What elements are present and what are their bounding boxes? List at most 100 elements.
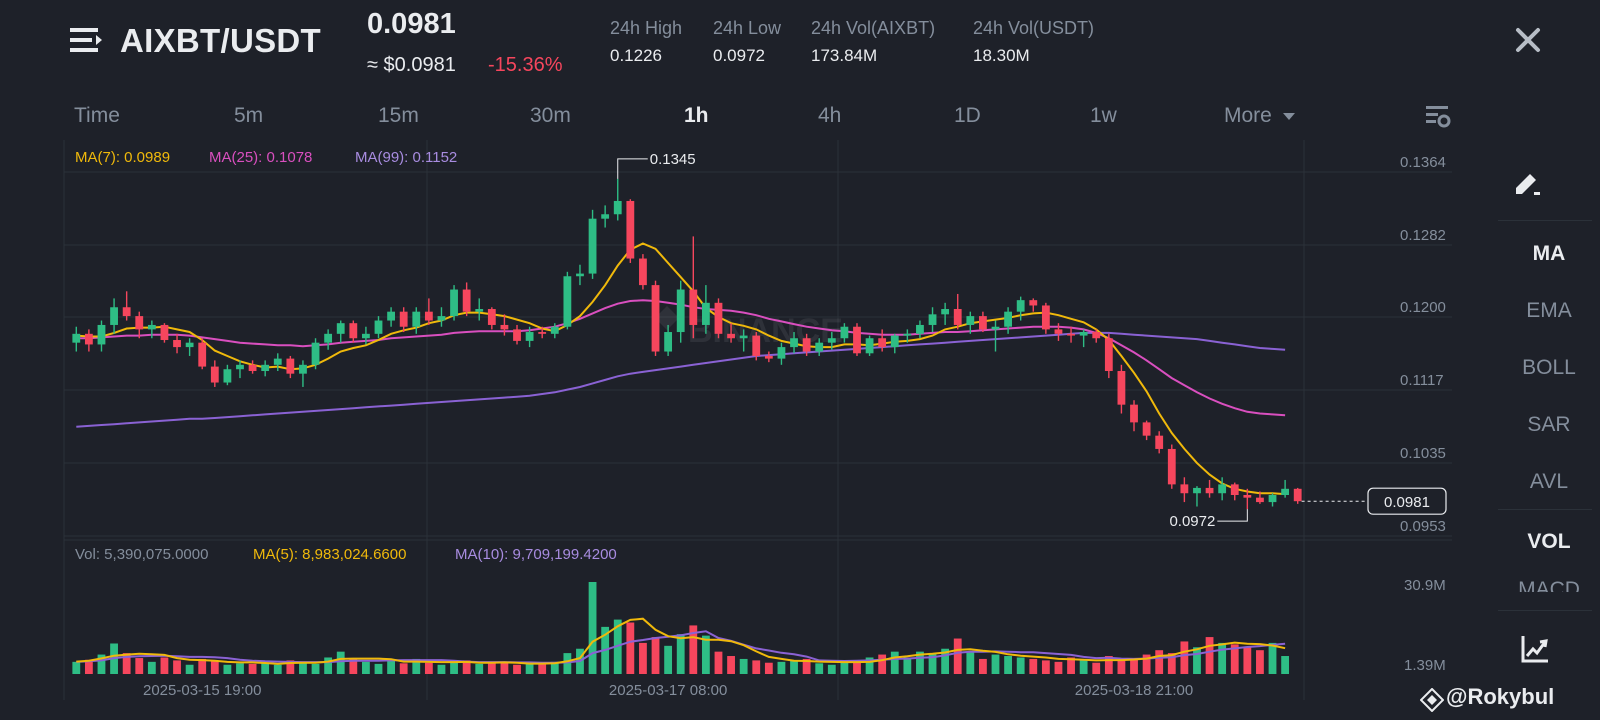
candle-body (1117, 371, 1126, 405)
volume-bar (336, 651, 345, 674)
candle-body (777, 347, 786, 359)
volume-bar (941, 648, 950, 674)
price-annotations: 0.1345 0.0972 0.0981 (617, 151, 1447, 530)
candle-body (1193, 487, 1201, 494)
volume-bar (979, 658, 987, 674)
current-price-tag (1367, 487, 1447, 515)
candle-body (487, 309, 496, 325)
candle-body (1167, 448, 1176, 485)
tab-time[interactable]: Time (74, 104, 120, 127)
side-item-vol[interactable]: VOL (1527, 530, 1571, 553)
candle-body (601, 214, 610, 219)
candle-body (588, 218, 597, 274)
tab-5m[interactable]: 5m (234, 104, 264, 127)
volume-bar (752, 660, 761, 674)
volume-bar (878, 654, 887, 674)
candle-body (185, 342, 194, 348)
volume-bar (840, 662, 849, 674)
side-item-ema[interactable]: EMA (1526, 299, 1572, 322)
candle-body (500, 324, 509, 330)
volume-axis-label: 30.9M (1404, 577, 1446, 594)
candle-body (827, 338, 836, 343)
volume-bar (475, 663, 484, 674)
tab-more[interactable]: More (1224, 104, 1296, 128)
side-item-boll[interactable]: BOLL (1522, 356, 1576, 379)
close-button[interactable] (1512, 24, 1544, 56)
candle-body (916, 324, 924, 334)
volume-bar (135, 658, 144, 674)
volume-bar (236, 663, 244, 674)
low-marker-line (1217, 509, 1248, 522)
volume-bar (412, 658, 421, 674)
volume-bar (147, 661, 156, 674)
volume-bar (399, 663, 408, 674)
volume-bar (1092, 662, 1101, 674)
volume-bar (97, 654, 106, 674)
candle-body (928, 314, 937, 325)
candle-body (210, 366, 219, 383)
draw-tool-button[interactable] (1512, 166, 1546, 200)
volume-axis: 30.9M 1.39M (1404, 577, 1446, 674)
candle-body (135, 316, 144, 330)
candle-body (248, 364, 257, 372)
side-item-sar[interactable]: SAR (1527, 413, 1571, 436)
candle-body (1029, 300, 1038, 306)
volume-bar (374, 663, 383, 674)
tab-1w[interactable]: 1w (1090, 104, 1117, 127)
tab-more-label: More (1224, 104, 1272, 127)
volume-bar (299, 661, 307, 674)
candle-body (1256, 497, 1264, 503)
chart-type-icon (1521, 636, 1548, 663)
volume-bar (286, 660, 295, 674)
tab-30m[interactable]: 30m (530, 104, 571, 127)
volume-bar (865, 657, 874, 674)
candle-body (1054, 329, 1063, 334)
caret-down-icon (1282, 113, 1295, 120)
volume-bar (739, 658, 748, 674)
candle-body (727, 333, 735, 339)
volume-bar (1218, 642, 1227, 674)
candle-body (1142, 422, 1151, 436)
candle-body (173, 340, 181, 348)
side-item-macd[interactable]: MACD (1518, 578, 1580, 592)
volume-bar (1167, 653, 1176, 674)
volume-bar (991, 654, 1000, 674)
candle-body (475, 309, 484, 312)
volume-bar (689, 625, 698, 674)
volume-bar (626, 622, 635, 674)
candle-body (198, 342, 207, 367)
volume-bar (273, 664, 282, 674)
tab-1h[interactable]: 1h (684, 104, 709, 127)
close-icon (1516, 28, 1540, 52)
candle-body (223, 369, 232, 383)
time-axis-label: 2025-03-15 19:00 (143, 682, 261, 699)
chart-settings-button[interactable] (1424, 102, 1452, 130)
side-item-avl[interactable]: AVL (1529, 470, 1569, 493)
candle-body (299, 364, 307, 374)
price-axis-label: 0.1282 (1400, 227, 1446, 244)
volume-bar (362, 661, 370, 674)
candle-body (349, 323, 358, 339)
volume-bar (701, 635, 710, 674)
volume-bar (1142, 654, 1151, 674)
tab-15m[interactable]: 15m (378, 104, 419, 127)
volume-bar (790, 660, 798, 674)
candle-body (1293, 488, 1302, 502)
tab-4h[interactable]: 4h (818, 104, 842, 127)
candle-body (122, 307, 131, 317)
chart-type-button[interactable] (1520, 634, 1552, 666)
candle-body (991, 326, 1000, 330)
menu-button[interactable] (70, 24, 104, 58)
volume-bar (916, 651, 924, 674)
stat-24h-vol-base-value: 173.84M (811, 46, 878, 65)
side-item-ma[interactable]: MA (1532, 242, 1566, 265)
volume-bar (210, 660, 219, 674)
pair-title[interactable]: AIXBT/USDT (120, 22, 321, 59)
volume-bar (160, 657, 169, 674)
tab-1d[interactable]: 1D (954, 104, 981, 127)
volume-bar (1041, 660, 1050, 674)
volume-bar (513, 664, 521, 674)
candle-body (651, 285, 660, 352)
candle-body (953, 309, 962, 325)
